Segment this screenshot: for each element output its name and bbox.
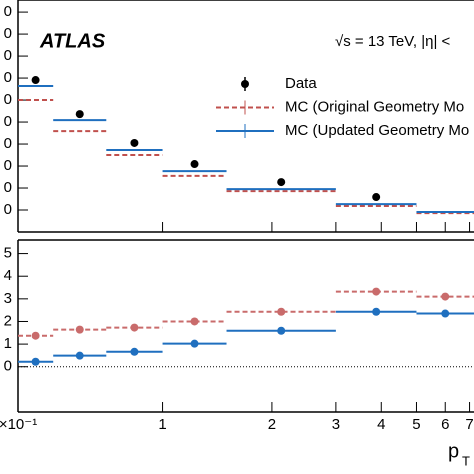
energy-annotation: √s = 13 TeV, |η| < — [335, 33, 451, 50]
data-point — [130, 323, 139, 332]
data-point — [372, 287, 381, 296]
x-axis-label-sub: T — [462, 453, 470, 468]
y-tick-label: 0 — [4, 25, 12, 42]
data-point — [372, 193, 381, 202]
y-tick-label: 0 — [4, 135, 12, 152]
data-point — [31, 331, 40, 340]
data-point — [441, 309, 450, 318]
y-tick-label: 0 — [4, 3, 12, 20]
data-point — [190, 339, 199, 348]
legend-label: MC (Updated Geometry Mo — [285, 122, 469, 139]
y-tick-label: 4 — [4, 267, 12, 284]
legend-label: Data — [285, 75, 317, 92]
data-point — [75, 325, 84, 334]
y-tick-label: 0 — [4, 157, 12, 174]
x-tick-label: 4 — [377, 416, 385, 433]
y-tick-label: 3 — [4, 290, 12, 307]
y-tick-label: 0 — [4, 201, 12, 218]
atlas-label: ATLAS — [39, 30, 106, 52]
y-tick-label: 0 — [4, 47, 12, 64]
y-tick-label: 2 — [4, 312, 12, 329]
y-tick-label: 0 — [4, 69, 12, 86]
data-point — [31, 357, 40, 366]
data-point — [277, 307, 286, 316]
x-tick-label: 3 — [332, 416, 340, 433]
data-point — [31, 76, 40, 85]
x-tick-label: 2 — [268, 416, 276, 433]
legend-label: MC (Original Geometry Mo — [285, 98, 464, 115]
x-tick-label: 5 — [412, 416, 420, 433]
data-point — [277, 326, 286, 335]
y-tick-label: 5 — [4, 245, 12, 262]
y-tick-label: 0 — [4, 179, 12, 196]
y-tick-label: 0 — [4, 91, 12, 108]
data-point — [372, 307, 381, 316]
data-point — [75, 110, 84, 119]
data-point — [441, 292, 450, 301]
x-tick-label: ×10⁻¹ — [0, 416, 37, 433]
data-point — [190, 160, 199, 169]
data-point — [130, 347, 139, 356]
x-axis-label: p — [448, 440, 459, 462]
x-tick-label: 1 — [158, 416, 166, 433]
y-tick-label: 0 — [4, 113, 12, 130]
x-tick-label: 7 — [465, 416, 473, 433]
data-point — [75, 351, 84, 360]
y-tick-label: 0 — [4, 358, 12, 375]
data-point — [130, 138, 139, 147]
data-point — [277, 178, 286, 187]
data-point — [190, 317, 199, 326]
y-tick-label: 1 — [4, 335, 12, 352]
x-tick-label: 6 — [441, 416, 449, 433]
legend-marker — [241, 80, 249, 88]
